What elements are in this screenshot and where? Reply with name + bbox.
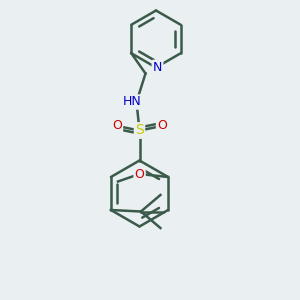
Text: S: S	[135, 124, 144, 137]
Text: O: O	[135, 167, 145, 181]
Text: HN: HN	[123, 95, 141, 109]
Text: N: N	[153, 61, 162, 74]
Text: O: O	[112, 119, 122, 133]
Text: O: O	[157, 119, 167, 133]
